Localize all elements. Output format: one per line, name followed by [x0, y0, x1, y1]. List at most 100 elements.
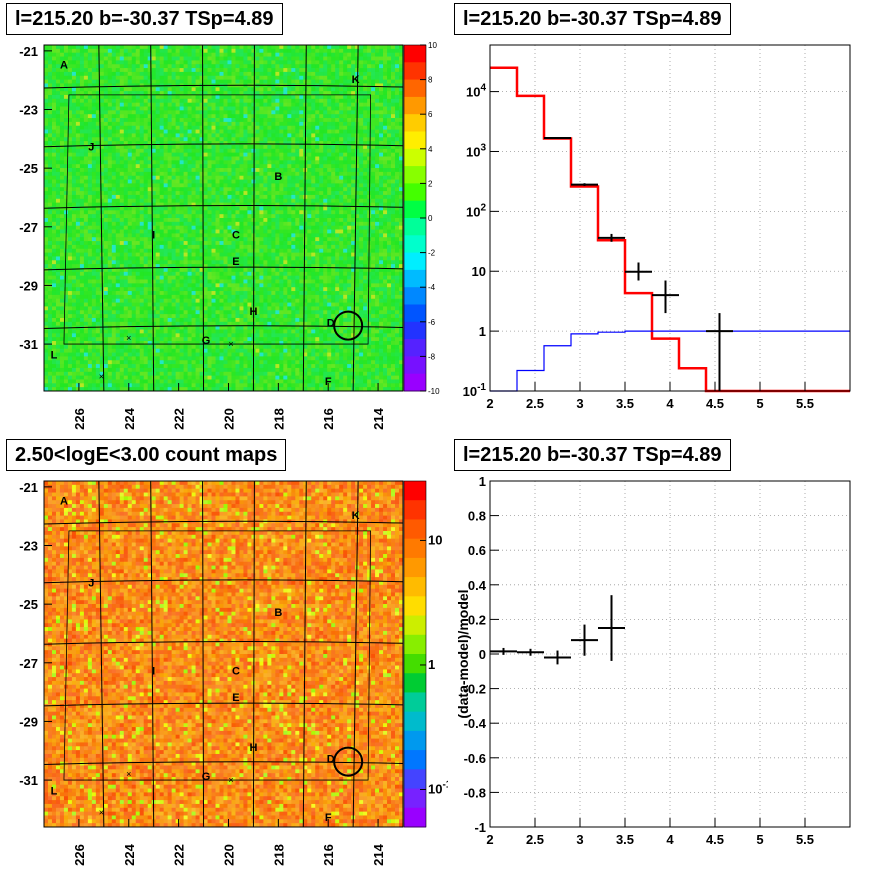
y-tick-label: 1 — [479, 474, 486, 489]
map-frame — [43, 480, 404, 828]
count-map-title: 2.50<logE<3.00 count maps — [6, 439, 287, 471]
colorbar-frame — [403, 44, 427, 392]
y-tick-label: -23 — [19, 539, 38, 554]
y-tick-label: -0.6 — [464, 751, 486, 766]
colorbar-band — [404, 304, 426, 323]
source-label-b: B — [274, 171, 282, 183]
x-tick-label: 220 — [221, 844, 236, 866]
colorbar-band — [404, 692, 426, 713]
colorbar-band — [404, 183, 426, 202]
colorbar-band — [404, 252, 426, 271]
x-tick-label: 3.5 — [616, 832, 634, 847]
source-label-a: A — [60, 59, 68, 71]
source-label-k: K — [352, 74, 360, 86]
source-label-e: E — [232, 692, 239, 704]
y-tick-label: 10-1 — [463, 382, 487, 399]
roi-outline — [63, 94, 371, 345]
count-map-pixels — [44, 481, 404, 828]
source-label-f: F — [325, 812, 332, 824]
grid-lines — [490, 45, 850, 391]
target-circle — [333, 310, 364, 341]
y-tick-label: 0.4 — [468, 578, 487, 593]
y-tick-label: -25 — [19, 597, 38, 612]
colorbar-band — [404, 114, 426, 132]
y-tick-label: -27 — [19, 656, 38, 671]
colorbar-tick-label: -8 — [428, 352, 436, 361]
colorbar-tick-label: -4 — [428, 283, 436, 292]
spectrum-title: l=215.20 b=-30.37 TSp=4.89 — [454, 3, 731, 35]
y-tick-label: -27 — [19, 220, 38, 235]
colorbar-band — [404, 356, 426, 375]
map-frame — [43, 44, 404, 392]
source-label-i: I — [152, 230, 155, 242]
colorbar-band — [404, 200, 426, 219]
x-tick-label: 2 — [486, 832, 493, 847]
y-axis-label: (data-model)/model — [455, 589, 471, 718]
colorbar-tick-label: 4 — [428, 145, 433, 154]
residual-map-pixels — [44, 45, 404, 392]
y-tick-label: 104 — [466, 83, 486, 100]
source-label-c: C — [232, 230, 240, 242]
y-tick-label: 10 — [472, 264, 486, 279]
y-tick-label: -1 — [474, 820, 486, 835]
source-label-l: L — [51, 786, 58, 798]
source-marker: × — [228, 775, 233, 785]
colorbar-band — [404, 538, 426, 559]
source-label-g: G — [202, 335, 211, 347]
residual-map-panel: 226 224 222 220 218 216 214 -21 -23 -25 -27 -29 -31 A… — [19, 41, 440, 430]
x-tick-label: 3 — [576, 832, 583, 847]
colorbar-band — [404, 500, 426, 520]
source-label-j: J — [88, 142, 94, 154]
source-label-j: J — [88, 578, 94, 590]
y-tick-label: 1 — [479, 324, 486, 339]
colorbar-band — [404, 166, 426, 184]
coordinate-grid — [43, 480, 404, 828]
x-tick-label: 4 — [666, 832, 674, 847]
colorbar-band — [404, 481, 426, 501]
y-tick-label: -21 — [19, 44, 38, 59]
colorbar-band — [404, 62, 426, 81]
source-label-d: D — [327, 753, 335, 765]
x-tick-label: 3.5 — [616, 396, 634, 411]
x-tick-label: 226 — [72, 408, 87, 430]
colorbar-band — [404, 373, 426, 392]
colorbar-band — [404, 131, 426, 150]
x-tick-label: 2.5 — [526, 396, 544, 411]
y-tick-label: -0.2 — [464, 682, 486, 697]
colorbar-tick-label: 6 — [428, 110, 433, 119]
source-label-h: H — [249, 742, 257, 754]
colorbar-tick-label: 10-1 — [428, 780, 448, 797]
colorbar-tick-label: -6 — [428, 318, 436, 327]
y-tick-label: -25 — [19, 161, 38, 176]
colorbar-band — [404, 287, 426, 305]
colorbar-tick-label: 1 — [428, 657, 435, 672]
colorbar-band — [404, 730, 426, 751]
x-tick-label: 3 — [576, 396, 583, 411]
x-tick-label: 216 — [321, 844, 336, 866]
x-tick-label: 224 — [122, 843, 137, 865]
source-marker: × — [126, 333, 131, 343]
x-tick-label: 224 — [122, 407, 137, 429]
y-tick-label: -23 — [19, 103, 38, 118]
x-tick-label: 222 — [172, 408, 187, 430]
target-circle — [333, 746, 364, 777]
y-tick-label: 0.6 — [468, 543, 486, 558]
x-tick-label: 4.5 — [706, 396, 724, 411]
grid-lines — [490, 481, 850, 827]
source-label-k: K — [352, 510, 360, 522]
colorbar-tick-label: 8 — [428, 76, 433, 85]
y-tick-label: -0.4 — [464, 716, 487, 731]
x-tick-label: 216 — [321, 408, 336, 430]
colorbar-band — [404, 79, 426, 98]
colorbar-band — [404, 788, 426, 809]
colorbar-frame — [403, 480, 427, 828]
source-label-g: G — [202, 771, 211, 783]
colorbar-tick-label: 2 — [428, 179, 433, 188]
x-tick-label: 5.5 — [796, 396, 814, 411]
x-tick-label: 4.5 — [706, 832, 724, 847]
colorbar-tick-label: 0 — [428, 214, 433, 223]
x-tick-label: 220 — [221, 408, 236, 430]
colorbar-band — [404, 596, 426, 617]
x-tick-label: 5.5 — [796, 832, 814, 847]
